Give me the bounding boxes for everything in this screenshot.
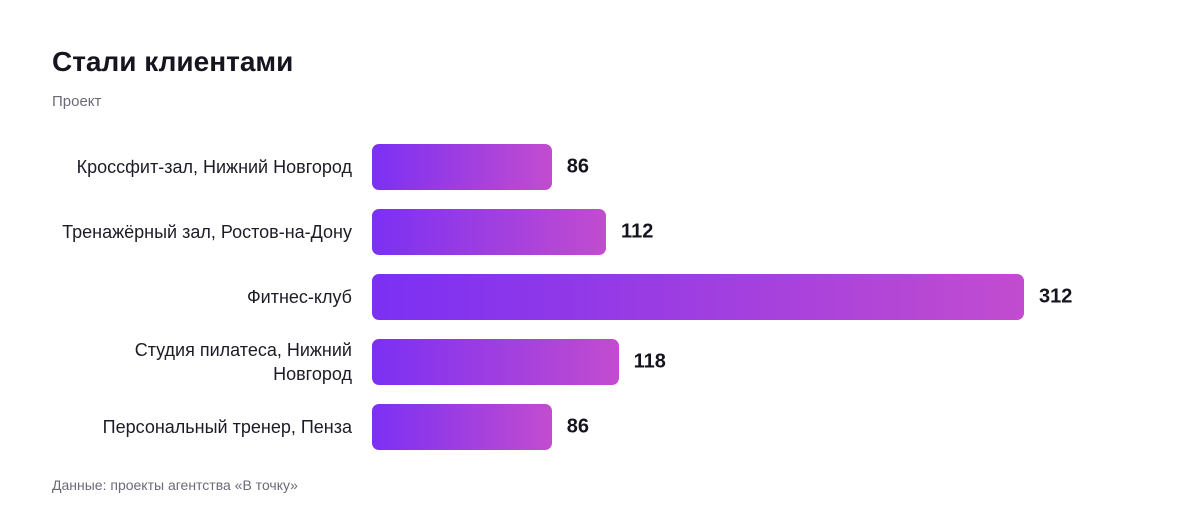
bar xyxy=(372,339,619,385)
category-label: Персональный тренер, Пенза xyxy=(102,417,352,437)
value-label: 312 xyxy=(1039,285,1073,308)
bar xyxy=(372,144,552,190)
category-label: Тренажёрный зал, Ростов-на-Дону xyxy=(62,222,352,242)
bar xyxy=(372,404,552,450)
category-label: Фитнес-клуб xyxy=(246,287,352,307)
chart-title: Стали клиентами xyxy=(52,46,294,77)
value-label: 86 xyxy=(566,155,589,178)
chart-subtitle: Проект xyxy=(52,93,102,110)
bar xyxy=(372,274,1024,320)
value-label: 86 xyxy=(566,415,589,438)
category-label: Кроссфит-зал, Нижний Новгород xyxy=(76,157,352,177)
category-label: Студия пилатеса, Нижний Новгород xyxy=(134,340,352,384)
source-note: Данные: проекты агентства «В точку» xyxy=(52,477,298,493)
value-label: 118 xyxy=(633,350,666,373)
bar xyxy=(372,209,607,255)
value-label: 112 xyxy=(621,220,654,243)
